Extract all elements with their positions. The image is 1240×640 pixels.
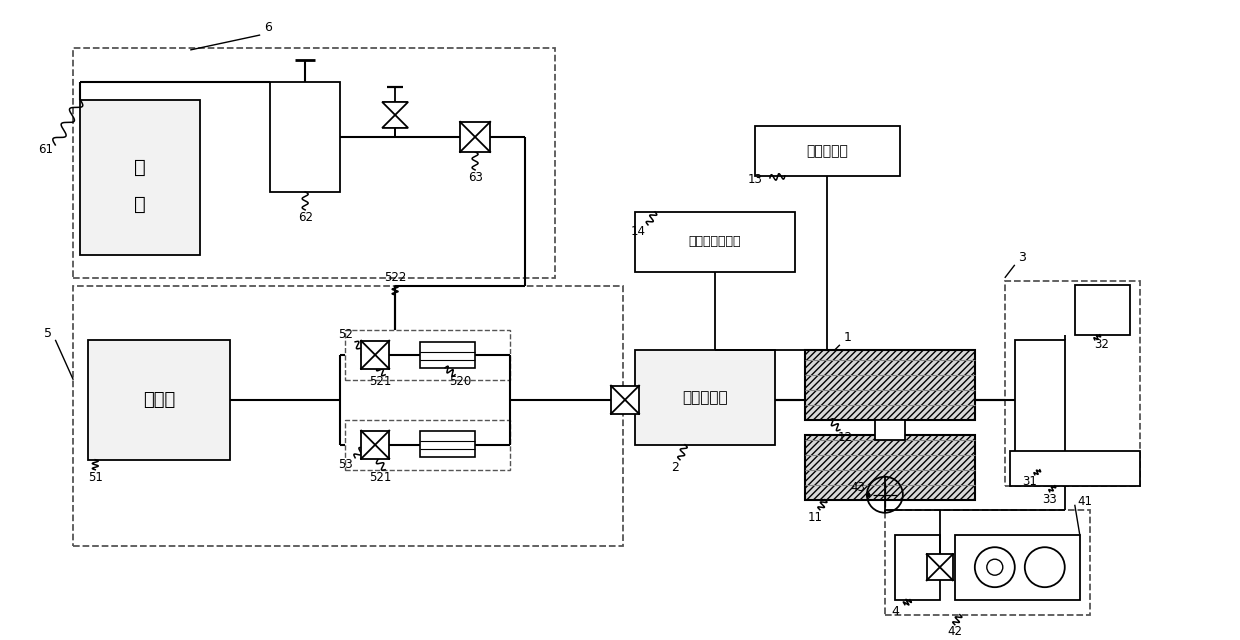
Polygon shape [611,386,639,414]
Text: 气: 气 [134,159,146,177]
Text: 3: 3 [1018,252,1025,264]
Text: 4: 4 [890,605,899,618]
Text: 平流泵: 平流泵 [143,391,175,409]
FancyBboxPatch shape [81,100,200,255]
Text: 61: 61 [37,143,53,156]
Polygon shape [361,341,389,369]
Text: 522: 522 [384,271,407,284]
Text: 63: 63 [467,172,482,184]
FancyBboxPatch shape [955,534,1080,600]
Text: 51: 51 [88,471,103,484]
FancyBboxPatch shape [420,431,475,457]
Text: 33: 33 [1043,493,1058,506]
FancyBboxPatch shape [420,342,475,368]
Text: 温度传感器组件: 温度传感器组件 [688,236,742,248]
Text: 13: 13 [748,173,763,186]
Text: 12: 12 [837,431,852,444]
FancyBboxPatch shape [635,350,775,445]
Text: 43: 43 [851,481,866,494]
Text: 1: 1 [844,332,852,344]
FancyBboxPatch shape [805,435,975,500]
FancyBboxPatch shape [755,126,900,176]
Text: 521: 521 [370,471,392,484]
Text: 42: 42 [947,625,962,638]
FancyBboxPatch shape [1009,451,1140,486]
Text: 瓶: 瓶 [134,195,146,214]
Text: 53: 53 [337,458,352,471]
Polygon shape [361,431,389,459]
Text: 14: 14 [630,225,646,238]
Text: 52: 52 [337,328,352,341]
FancyBboxPatch shape [895,534,940,600]
Text: 11: 11 [807,511,822,524]
FancyBboxPatch shape [88,340,231,460]
Text: 流体加热器: 流体加热器 [682,390,728,404]
Text: 62: 62 [298,211,312,225]
Polygon shape [926,554,952,580]
Text: 2: 2 [671,461,680,474]
Text: 岩块加热器: 岩块加热器 [806,144,848,158]
Polygon shape [460,122,490,152]
Text: 521: 521 [370,375,392,388]
Text: 32: 32 [1095,339,1110,351]
Text: 520: 520 [449,375,471,388]
Text: 31: 31 [1022,476,1037,488]
Text: 5: 5 [45,327,52,340]
Text: 6: 6 [264,22,272,35]
FancyBboxPatch shape [270,82,340,192]
FancyBboxPatch shape [1075,285,1130,335]
FancyBboxPatch shape [875,420,905,440]
FancyBboxPatch shape [1014,340,1065,470]
FancyBboxPatch shape [635,212,795,272]
Text: 41: 41 [1078,495,1092,508]
FancyBboxPatch shape [805,350,975,420]
